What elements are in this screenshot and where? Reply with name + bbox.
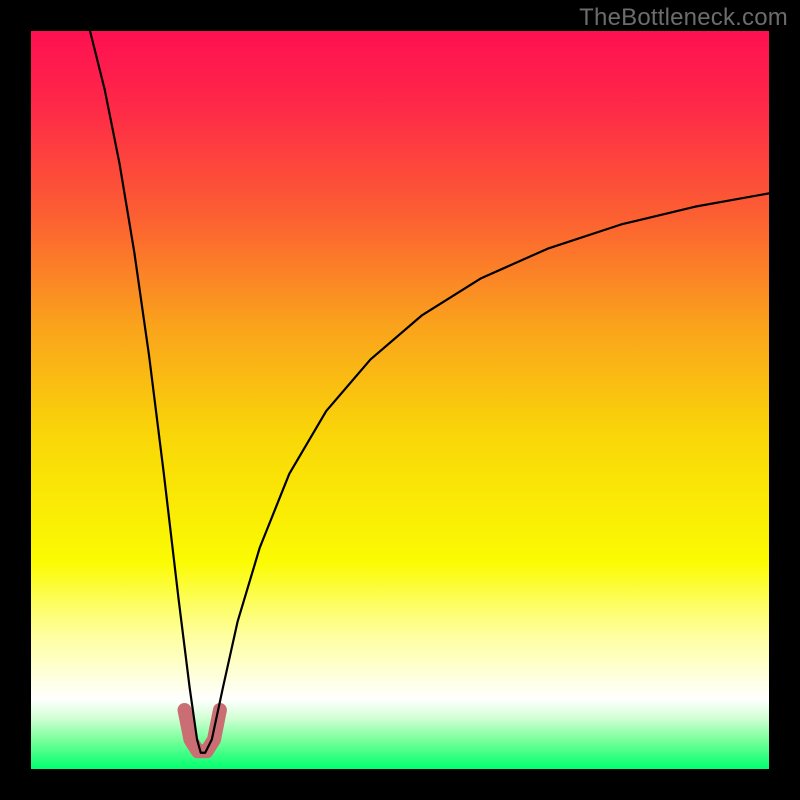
- bottleneck-chart: [0, 0, 800, 800]
- plot-background: [31, 31, 769, 769]
- chart-frame: { "watermark": { "text": "TheBottleneck.…: [0, 0, 800, 800]
- watermark-text: TheBottleneck.com: [579, 4, 788, 32]
